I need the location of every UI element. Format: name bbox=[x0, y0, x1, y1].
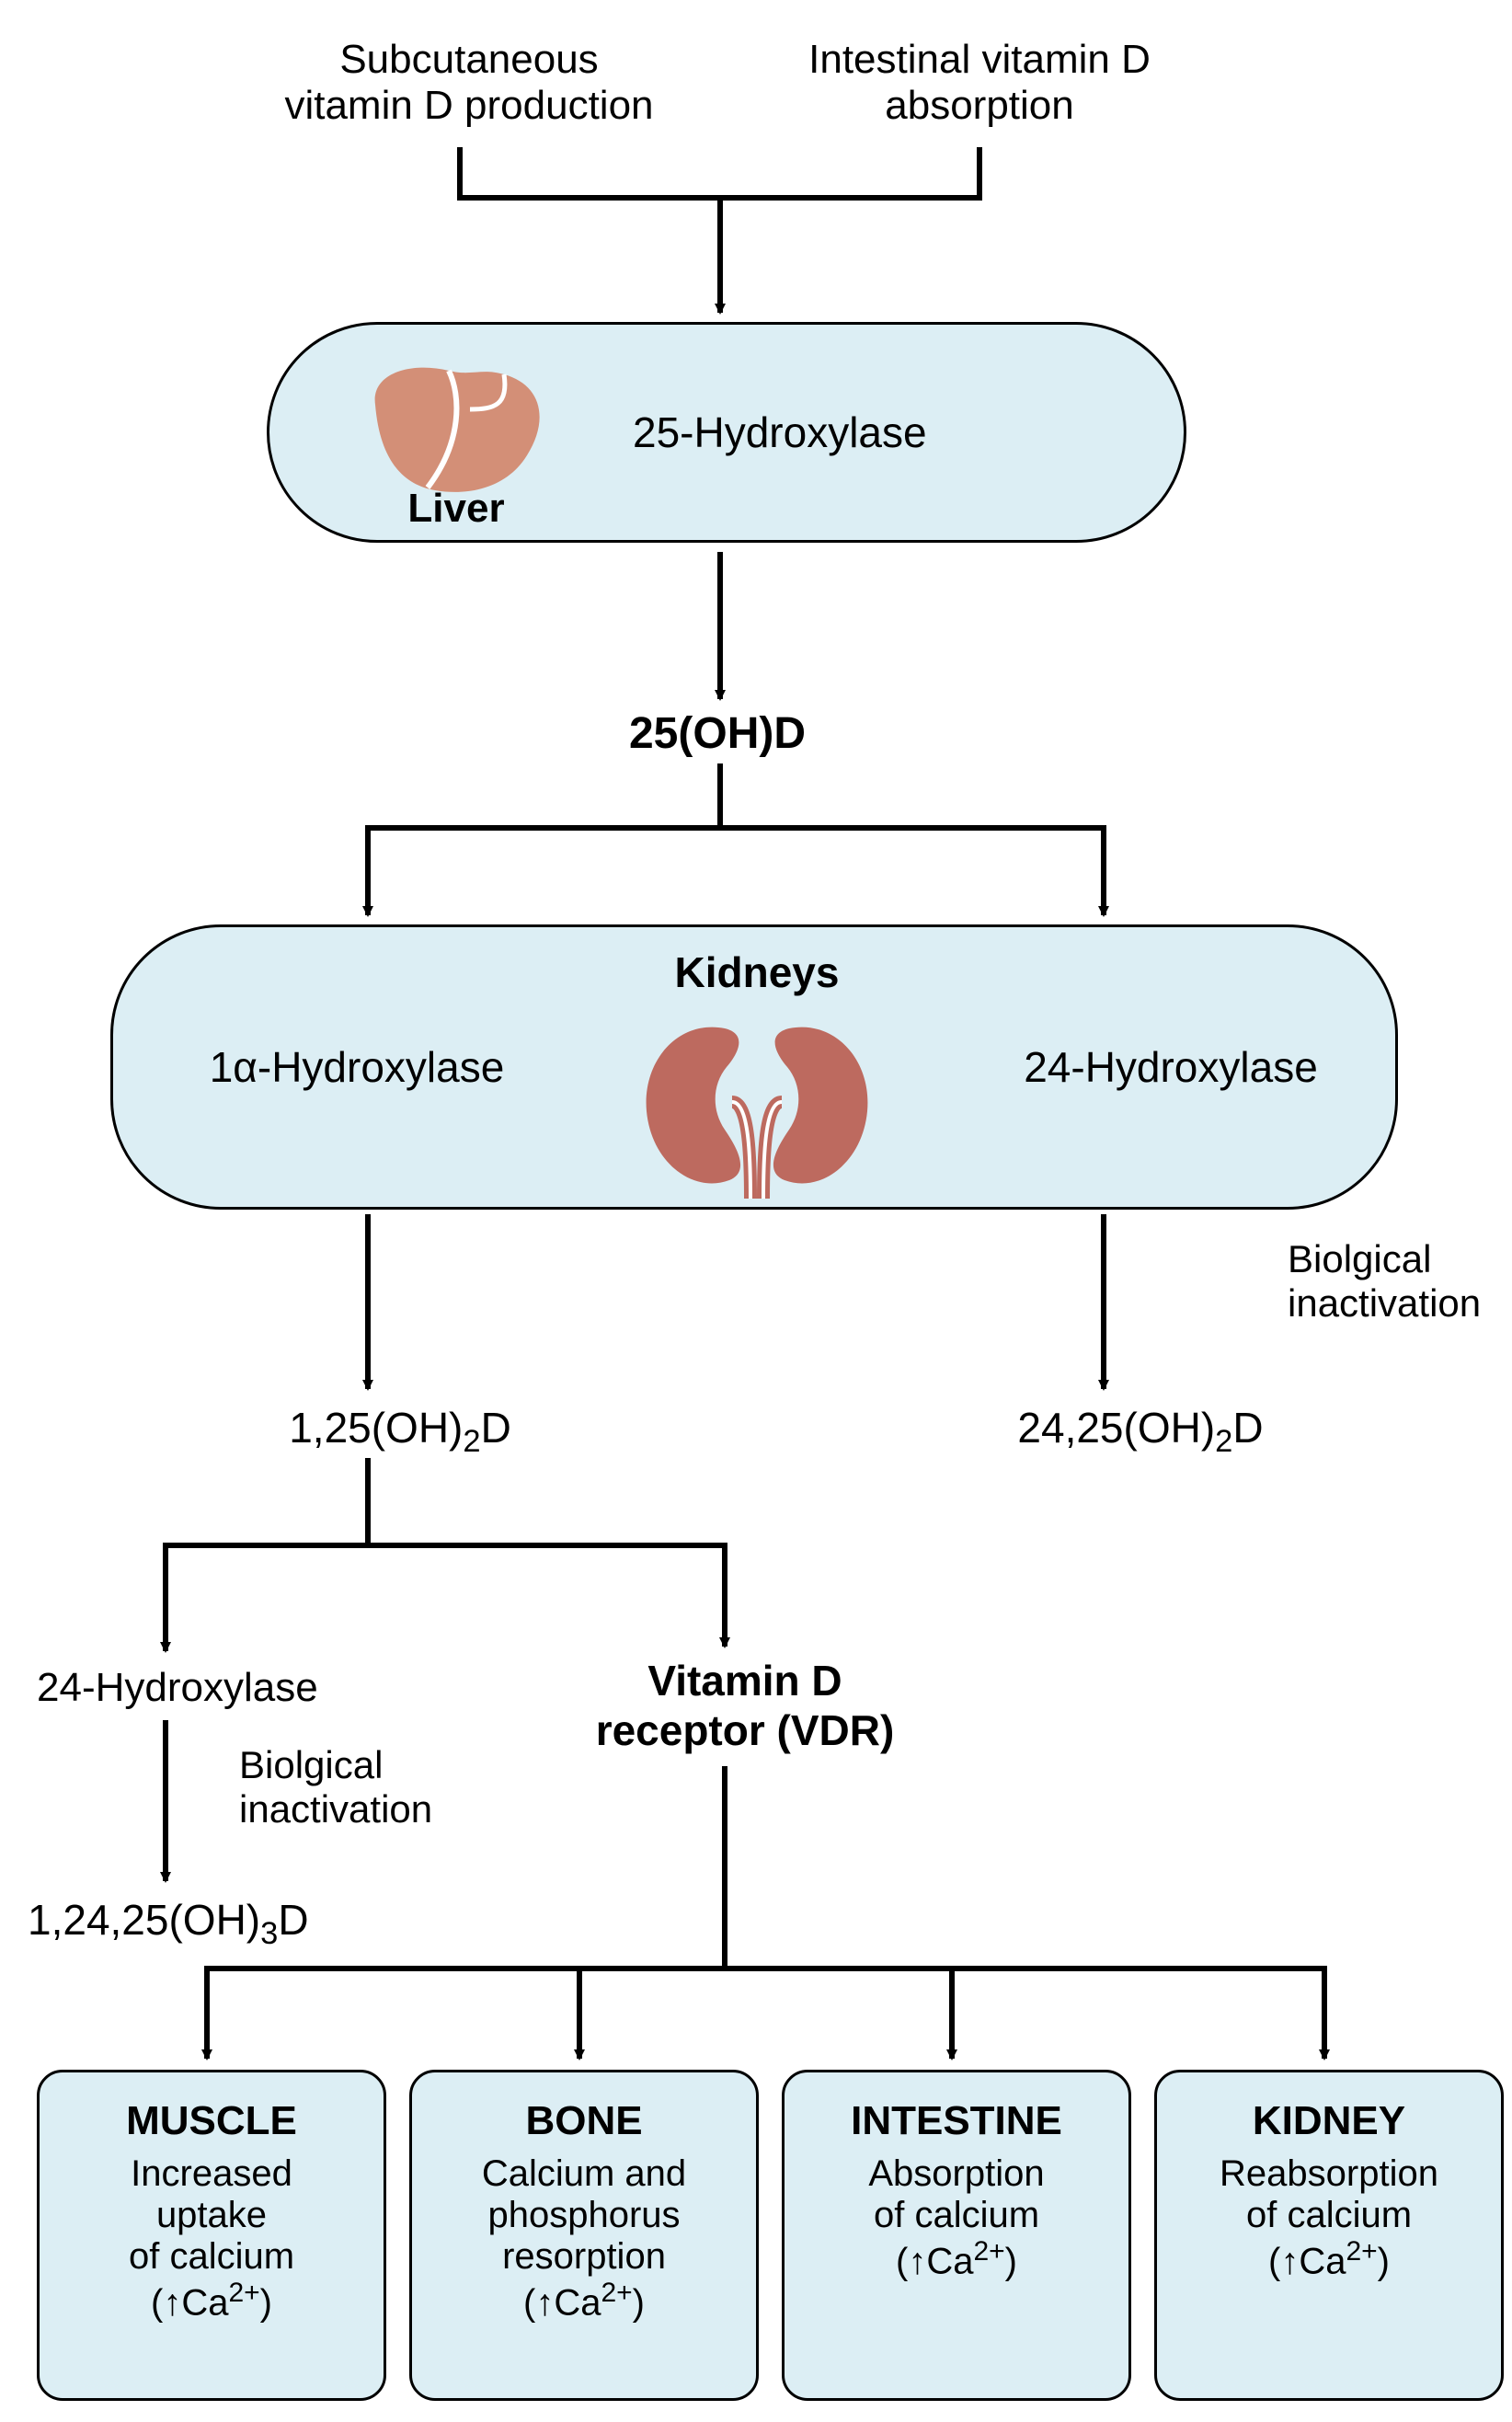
product-1-24-25-oh3-d: 1,24,25(OH)3D bbox=[28, 1895, 432, 1952]
outcome-body-line: Increased bbox=[56, 2153, 367, 2195]
outcome-body-line: of calcium bbox=[801, 2195, 1112, 2236]
outcome-body-line: phosphorus bbox=[429, 2195, 739, 2236]
outcome-bone: BONE Calcium andphosphorusresorption(↑Ca2… bbox=[409, 2070, 759, 2401]
liver-organ-label: Liver bbox=[364, 486, 548, 532]
outcome-body-line: Calcium and bbox=[429, 2153, 739, 2195]
label-25ohd: 25(OH)D bbox=[552, 708, 883, 759]
kidney-organ-label: Kidneys bbox=[610, 947, 904, 997]
outcome-body-line: of calcium bbox=[56, 2236, 367, 2278]
kidneys-icon bbox=[624, 1010, 890, 1203]
outcome-title: MUSCLE bbox=[56, 2098, 367, 2144]
kidney-right-side-label: Biolgical inactivation bbox=[1288, 1237, 1512, 1326]
source-subcutaneous: Subcutaneous vitamin D production bbox=[230, 37, 708, 129]
outcome-ca-note: (↑Ca2+) bbox=[56, 2278, 367, 2324]
outcome-ca-note: (↑Ca2+) bbox=[429, 2278, 739, 2324]
product-24-25-oh2-d: 24,25(OH)2D bbox=[947, 1403, 1334, 1460]
outcome-kidney: KIDNEY Reabsorptionof calcium(↑Ca2+) bbox=[1154, 2070, 1504, 2401]
branch-24-hydroxylase: 24-Hydroxylase bbox=[37, 1665, 423, 1711]
outcome-body-line: uptake bbox=[56, 2195, 367, 2236]
outcome-ca-note: (↑Ca2+) bbox=[801, 2236, 1112, 2282]
outcome-title: BONE bbox=[429, 2098, 739, 2144]
kidney-node: Kidneys 1α-Hydroxylase 24-Hydroxylase bbox=[110, 924, 1398, 1210]
outcome-body-line: resorption bbox=[429, 2236, 739, 2278]
liver-enzyme-label: 25-Hydroxylase bbox=[633, 407, 1111, 457]
label-vdr: Vitamin D receptor (VDR) bbox=[543, 1656, 947, 1755]
outcome-body-line: of calcium bbox=[1174, 2195, 1484, 2236]
kidney-enzyme-right: 24-Hydroxylase bbox=[973, 1042, 1369, 1092]
kidney-enzyme-left: 1α-Hydroxylase bbox=[164, 1042, 550, 1092]
outcome-body-line: Absorption bbox=[801, 2153, 1112, 2195]
product-1-25-oh2-d: 1,25(OH)2D bbox=[235, 1403, 566, 1460]
outcome-title: INTESTINE bbox=[801, 2098, 1112, 2144]
source-intestinal: Intestinal vitamin D absorption bbox=[740, 37, 1219, 129]
branch-left-side-label: Biolgical inactivation bbox=[239, 1743, 497, 1831]
outcome-intestine: INTESTINE Absorptionof calcium(↑Ca2+) bbox=[782, 2070, 1131, 2401]
liver-icon bbox=[361, 354, 555, 501]
vitamin-d-pathway-diagram: Subcutaneous vitamin D production Intest… bbox=[0, 0, 1512, 2422]
outcome-ca-note: (↑Ca2+) bbox=[1174, 2236, 1484, 2282]
outcome-title: KIDNEY bbox=[1174, 2098, 1484, 2144]
outcome-muscle: MUSCLE Increaseduptakeof calcium(↑Ca2+) bbox=[37, 2070, 386, 2401]
outcome-body-line: Reabsorption bbox=[1174, 2153, 1484, 2195]
liver-node: Liver 25-Hydroxylase bbox=[267, 322, 1186, 543]
